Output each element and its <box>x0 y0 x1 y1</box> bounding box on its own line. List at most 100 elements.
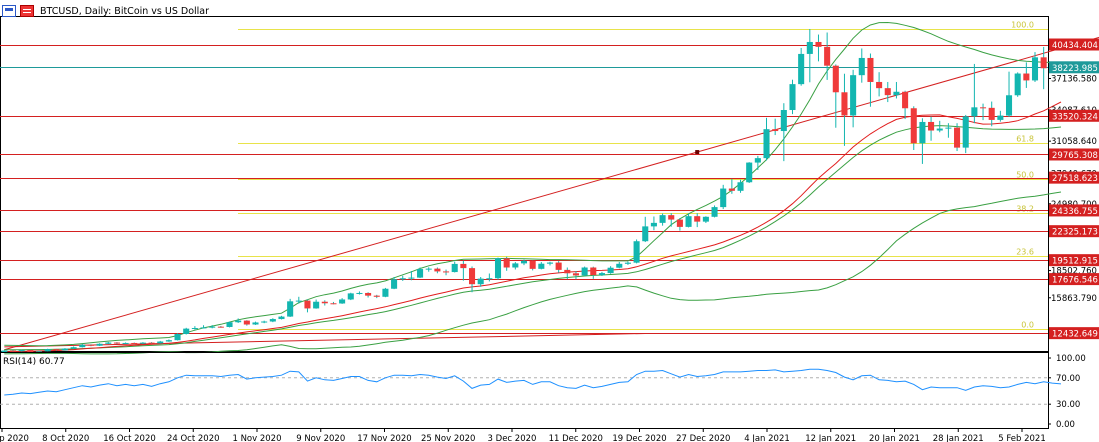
candle-body <box>694 216 701 222</box>
candle-body <box>451 263 458 273</box>
candle-body <box>746 162 753 183</box>
candle <box>737 179 744 193</box>
candle-body <box>226 322 233 327</box>
candle <box>590 266 597 279</box>
candle-body <box>616 263 623 268</box>
candle <box>304 299 311 313</box>
candle <box>451 261 458 273</box>
candle-body <box>252 322 259 325</box>
candle-body <box>624 262 631 264</box>
candle <box>365 292 372 298</box>
candle <box>113 342 120 345</box>
candle-body <box>910 108 917 144</box>
candle-body <box>287 301 294 317</box>
candle-body <box>971 107 978 117</box>
price-axis-tick-label: 15863.790 <box>1051 294 1097 304</box>
candle-body <box>798 53 805 85</box>
candle <box>494 257 502 280</box>
candle <box>174 333 181 341</box>
candle <box>676 218 683 231</box>
candle <box>477 276 484 287</box>
candle <box>685 213 692 228</box>
candle <box>87 344 94 347</box>
candle-body <box>763 129 770 159</box>
date-axis-tick-label: 11 Dec 2020 <box>549 434 603 442</box>
date-axis-tick-label: 19 Dec 2020 <box>612 434 666 442</box>
candle-body <box>304 300 311 309</box>
candle-body <box>668 215 675 220</box>
candle-body <box>702 216 709 222</box>
candle-body <box>399 278 406 280</box>
candle <box>105 341 112 345</box>
candle-body <box>35 351 43 353</box>
horizontal-level-label: 22325.173 <box>1052 228 1098 238</box>
candle <box>391 276 398 290</box>
rsi-axis-tick-label: 0.00 <box>1056 420 1075 430</box>
candle <box>824 32 831 80</box>
candle <box>754 155 761 170</box>
candle-body <box>945 127 952 129</box>
chart-title-bar: BTCUSD, Daily: BitCoin vs US Dollar <box>2 3 209 19</box>
candle-body <box>79 344 86 348</box>
horizontal-level-box <box>1049 327 1099 340</box>
candle <box>131 342 138 345</box>
candle <box>96 343 103 347</box>
candle-body <box>235 320 242 323</box>
candle-body <box>832 65 839 93</box>
candle <box>633 239 640 264</box>
candle-body <box>564 269 571 274</box>
candle <box>269 318 276 323</box>
candle-body <box>884 88 891 96</box>
date-axis-tick-label: 9 Nov 2020 <box>296 434 345 442</box>
candle-body <box>659 215 666 223</box>
candle-body <box>148 342 155 344</box>
trendline-anchor-marker <box>695 150 700 155</box>
candle <box>650 216 657 231</box>
candle <box>720 184 727 210</box>
candle <box>902 90 909 120</box>
candle-body <box>529 260 536 269</box>
chart-window-icon[interactable] <box>2 5 16 17</box>
candle-body <box>53 349 60 351</box>
candle-body <box>165 340 172 342</box>
fib-level-label: 50.0 <box>1016 171 1034 180</box>
candle-body <box>96 343 103 346</box>
candle <box>512 262 519 270</box>
candle <box>971 63 978 124</box>
candle <box>564 267 571 280</box>
candle <box>668 213 675 227</box>
chart-properties-icon[interactable] <box>20 5 34 17</box>
candle <box>217 325 224 328</box>
candle-body <box>581 267 588 276</box>
candle-body <box>321 301 328 304</box>
candle <box>642 216 649 243</box>
candle <box>789 79 796 115</box>
candle-body <box>737 182 744 191</box>
lower-trendline <box>4 332 646 348</box>
candle-body <box>512 263 519 268</box>
candle-body <box>815 41 822 47</box>
candle-body <box>1023 73 1030 81</box>
candle <box>607 266 614 274</box>
date-axis: 30 Sep 2020 8 Oct 2020 16 Oct 2020 24 Oct 2… <box>0 428 1046 442</box>
candle <box>252 321 259 325</box>
candle-body <box>347 293 354 300</box>
date-axis-tick-label: 8 Oct 2020 <box>42 434 89 442</box>
candle <box>555 261 562 273</box>
candle <box>165 339 172 342</box>
candle <box>321 300 328 306</box>
rsi-indicator-label: RSI(14) 60.77 <box>3 357 65 367</box>
candle-body <box>980 107 987 109</box>
candle <box>997 110 1004 122</box>
candle <box>443 269 450 276</box>
horizontal-level-box <box>1049 109 1099 122</box>
candle <box>893 81 900 99</box>
candle <box>702 216 709 223</box>
price-axis-tick-label: 37136.580 <box>1051 74 1097 84</box>
date-axis-tick-label: 24 Oct 2020 <box>167 434 220 442</box>
bollinger-middle-line <box>4 125 1062 351</box>
candle-body <box>598 273 605 276</box>
candle-body <box>841 92 848 116</box>
candle <box>954 123 961 152</box>
